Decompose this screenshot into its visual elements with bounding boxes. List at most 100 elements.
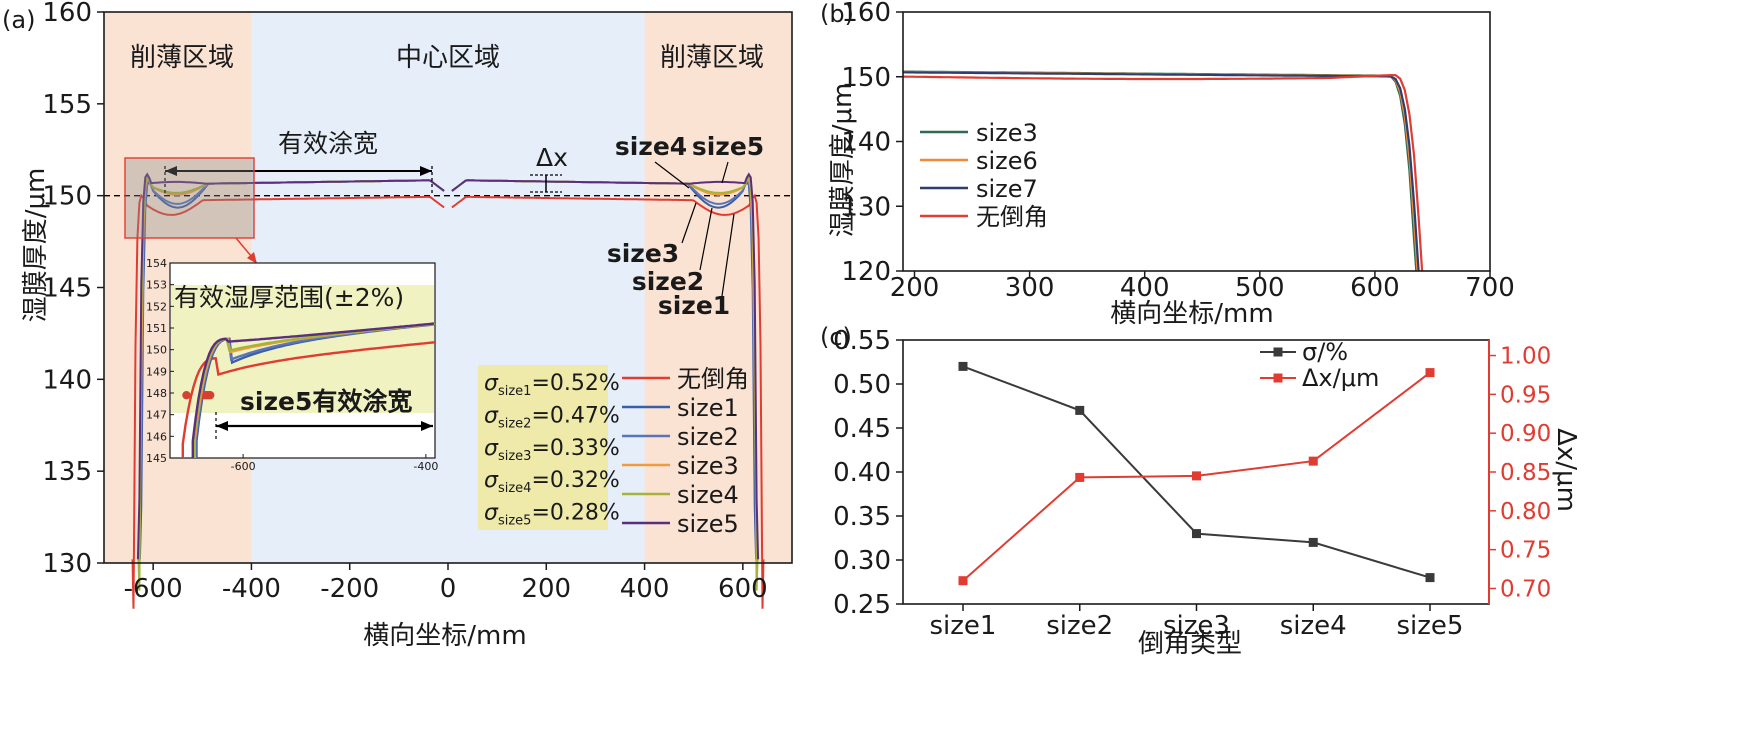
data-point-right (958, 576, 968, 586)
size1-leader (721, 213, 735, 297)
panel-a-xlabel: 横向坐标/mm (363, 621, 526, 651)
panel-c-legend: σ/%Δx/μm (1260, 338, 1379, 392)
x-tick-label: 600 (1350, 273, 1400, 303)
x-tick-label: 0 (440, 574, 457, 604)
sigma-label: σsize2=0.47% (484, 403, 620, 431)
series-size7 (902, 71, 1420, 272)
zone-label-right: 削薄区域 (660, 43, 764, 73)
sigma-value: =0.47% (531, 403, 619, 428)
y-right-label: 0.95 (1500, 382, 1551, 408)
x-tick-label: -600 (124, 574, 183, 604)
inset-x-label: -400 (413, 460, 438, 473)
panel-b-series (902, 70, 1424, 272)
series-size5-right (451, 172, 760, 560)
x-tick-label: 200 (890, 273, 940, 303)
inset-y-label: 153 (146, 279, 167, 292)
zone-band-2 (644, 12, 792, 563)
x-tick-label: size1 (930, 611, 997, 641)
legend-label-size5: size5 (677, 510, 739, 538)
y-tick-label: 130 (841, 192, 891, 222)
panel-a-chart: (a) -600 -400 -200 0 200 400 600 130 135 140 145 15… (2, 0, 793, 651)
y-tick-label: 160 (42, 0, 92, 28)
y-tick-label: 120 (841, 257, 891, 287)
sigma-symbol: σ (484, 501, 499, 526)
sigma-symbol: σ (484, 403, 499, 428)
size4-leader (654, 161, 690, 189)
y-tick-label: 150 (42, 182, 92, 212)
data-point-left (1075, 405, 1085, 415)
x-tick-label: 200 (521, 574, 571, 604)
size3-leader (681, 202, 697, 244)
sigma-subscript: size5 (498, 514, 531, 529)
y-right-label: 1.00 (1500, 344, 1551, 370)
series-无倒角 (902, 73, 1424, 272)
data-point-right (1308, 456, 1318, 466)
inset-series-size5 (191, 322, 435, 458)
y-left-label: 0.50 (833, 370, 891, 400)
x-tick-label: 300 (1005, 273, 1055, 303)
sigma-value: =0.33% (531, 436, 619, 461)
effective-width-label: 有效涂宽 (278, 129, 378, 158)
x-tick-label: 600 (718, 574, 768, 604)
legend-label-size6: size6 (976, 147, 1038, 175)
size2-annotation: size2 (632, 267, 704, 296)
y-left-label: 0.55 (833, 326, 891, 356)
data-point-left (1192, 529, 1201, 539)
sigma-list: σsize1=0.52%σsize2=0.47%σsize3=0.33%σsiz… (484, 371, 620, 529)
inset-y-label: 150 (146, 344, 167, 357)
inset-y-label: 152 (146, 300, 167, 313)
size5-leader (721, 161, 729, 184)
panel-b-xlabel: 横向坐标/mm (1110, 299, 1273, 329)
panel-c-axes: size1 size2 size3 size4 size5 0.25 0.30 0.35 0.4… (833, 326, 1551, 641)
x-tick-label: 500 (1235, 273, 1285, 303)
size4-annotation: size4 (615, 132, 687, 161)
sigma-label: σsize4=0.32% (484, 468, 620, 496)
legend-label: Δx/μm (1302, 364, 1379, 392)
sigma-value: =0.32% (531, 468, 619, 493)
y-right-label: 0.90 (1500, 421, 1551, 447)
inset-arrow-left (216, 421, 228, 431)
legend-label-size3: size3 (976, 119, 1038, 147)
sigma-symbol: σ (484, 436, 499, 461)
sigma-label: σsize1=0.52% (484, 371, 620, 399)
sigma-value: =0.52% (531, 371, 619, 396)
panel-a-ylabel: 湿膜厚度/μm (21, 168, 51, 323)
size5-annotation: size5 (692, 132, 764, 161)
sigma-subscript: size1 (498, 384, 531, 399)
x-tick-label: size2 (1046, 611, 1113, 641)
panel-a-label: (a) (2, 6, 35, 34)
x-tick-label: size3 (1163, 611, 1230, 641)
series-无倒角-left (131, 193, 445, 609)
x-tick-label: 400 (1120, 273, 1170, 303)
x-tick-label: -400 (222, 574, 281, 604)
legend-label-size3: size3 (677, 452, 739, 480)
x-tick-label: 400 (620, 574, 670, 604)
y-left-label: 0.25 (833, 590, 891, 620)
delta-x-label: Δx (536, 143, 568, 172)
inset-chart: 145 146 147 148 149 150 151 152 153 154 -600 -400 有… (146, 257, 438, 473)
y-left-label: 0.45 (833, 414, 891, 444)
sigma-value: =0.28% (531, 501, 619, 526)
y-tick-label: 140 (42, 365, 92, 395)
y-tick-label: 130 (42, 549, 92, 579)
x-tick-label: size5 (1397, 611, 1464, 641)
sigma-subscript: size4 (498, 481, 531, 496)
zoom-connector-head (247, 252, 257, 264)
inset-y-label: 151 (146, 322, 167, 335)
panel-b-chart: (b) 200 300 400 500 600 700 120 130 140 150 160 si… (820, 0, 1515, 329)
x-tick-label: 700 (1465, 273, 1515, 303)
legend-marker (1273, 347, 1283, 357)
size2-leader (699, 207, 713, 271)
panel-b-axes: 200 300 400 500 600 700 120 130 140 150 160 (841, 0, 1514, 303)
x-tick-label: size4 (1280, 611, 1347, 641)
legend-label-无倒角: 无倒角 (976, 203, 1048, 231)
panel-b-ylabel: 湿膜厚度/μm (828, 83, 858, 238)
zoom-region (124, 157, 255, 239)
legend-label-size4: size4 (677, 481, 739, 509)
sigma-symbol: σ (484, 371, 499, 396)
y-tick-label: 155 (42, 90, 92, 120)
y-right-label: 0.75 (1500, 538, 1551, 564)
sigma-subscript: size2 (498, 416, 531, 431)
